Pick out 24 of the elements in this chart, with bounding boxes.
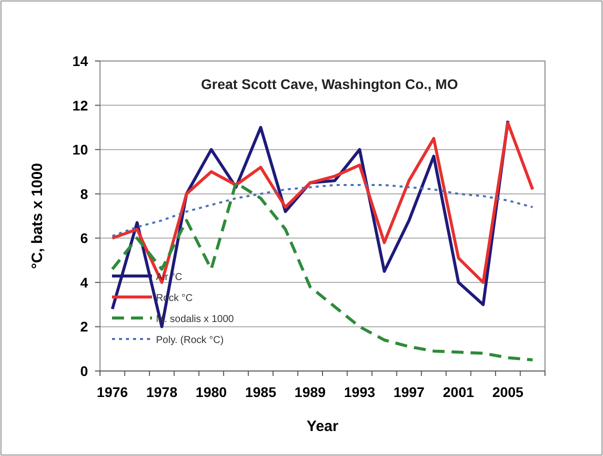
legend-label: Poly. (Rock °C)	[156, 335, 224, 346]
x-tick-label: 1985	[245, 384, 276, 400]
line-series	[111, 184, 534, 237]
x-tick-label: 1976	[96, 384, 128, 400]
x-tick-label: 1980	[196, 384, 228, 400]
text: Great Scott Cave, Washington Co., MO	[201, 76, 458, 92]
y-tick-label: 0	[80, 363, 88, 379]
y-tick-label: 8	[80, 186, 88, 202]
y-tick-label: 10	[72, 142, 88, 158]
x-tick-label: 2005	[492, 384, 524, 400]
line-series	[110, 122, 534, 284]
y-tick-label: 14	[72, 53, 88, 69]
y-tick-label: 2	[80, 318, 88, 335]
x-tick-label: 1989	[294, 384, 326, 400]
line-series	[110, 181, 534, 362]
x-tick-label: 1997	[393, 384, 425, 400]
x-tick-label: 2001	[442, 384, 474, 400]
x-tick-label: 1978	[146, 384, 178, 400]
x-tick-label: 1993	[344, 384, 376, 400]
y-tick-label: 12	[72, 97, 88, 114]
y-axis-title: °C, bats x 1000	[29, 162, 46, 270]
y-tick-label: 4	[80, 274, 88, 290]
y-tick-label: 6	[80, 230, 88, 246]
x-axis-title: Year	[306, 418, 339, 435]
